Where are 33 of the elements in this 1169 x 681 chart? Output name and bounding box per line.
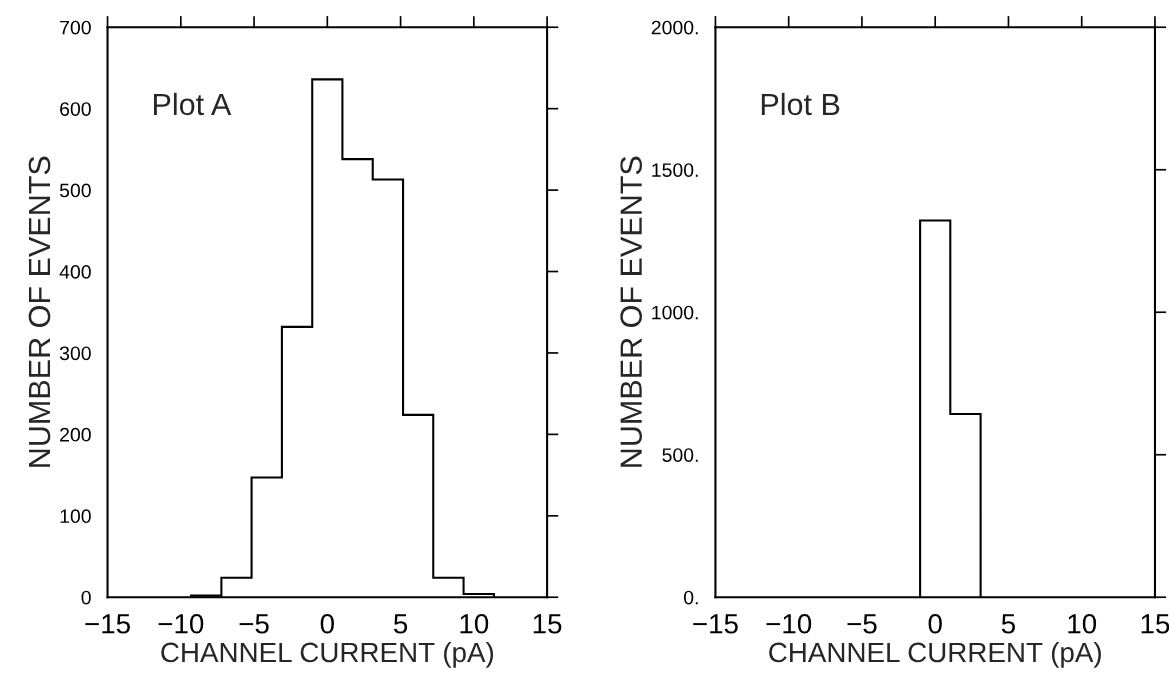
y-axis-title: NUMBER OF EVENTS [28, 156, 51, 467]
y-tick-label: 400 [59, 264, 91, 279]
x-tick-label: 0 [320, 613, 334, 634]
y-tick-label: 500 [59, 183, 91, 198]
y-tick-label: 500. [662, 448, 698, 462]
x-tick-label: −5 [847, 614, 877, 634]
x-axis-title: CHANNEL CURRENT (pA) [161, 641, 494, 668]
annotation: Plot B [761, 92, 840, 116]
x-tick-label: 5 [1001, 614, 1016, 634]
x-tick-label: 15 [533, 614, 562, 634]
x-tick-label: 10 [1068, 613, 1097, 634]
x-tick-label: −10 [158, 613, 204, 634]
y-tick-label: 0 [81, 590, 91, 605]
x-tick-label: 10 [460, 613, 489, 634]
y-tick-label: 2000. [651, 20, 698, 35]
x-tick-label: 0 [928, 613, 942, 634]
x-tick-label: −15 [693, 614, 738, 634]
y-tick-label: 200 [60, 427, 91, 442]
x-tick-label: −15 [85, 614, 130, 634]
x-tick-label: −5 [239, 614, 269, 634]
y-tick-label: 1000. [652, 305, 698, 320]
y-tick-label: 700 [60, 20, 91, 35]
x-tick-label: 15 [1141, 614, 1169, 634]
y-tick-label: 600 [60, 102, 91, 116]
y-tick-label: 300 [59, 346, 91, 361]
x-tick-label: −10 [766, 613, 812, 634]
x-tick-label: 5 [393, 614, 408, 634]
annotation: Plot A [154, 92, 232, 116]
y-tick-label: 1500. [652, 163, 698, 177]
y-tick-label: 100 [60, 509, 91, 524]
y-tick-label: 0. [684, 590, 698, 605]
y-axis-title: NUMBER OF EVENTS [620, 156, 642, 467]
x-axis-title: CHANNEL CURRENT (pA) [769, 641, 1101, 668]
